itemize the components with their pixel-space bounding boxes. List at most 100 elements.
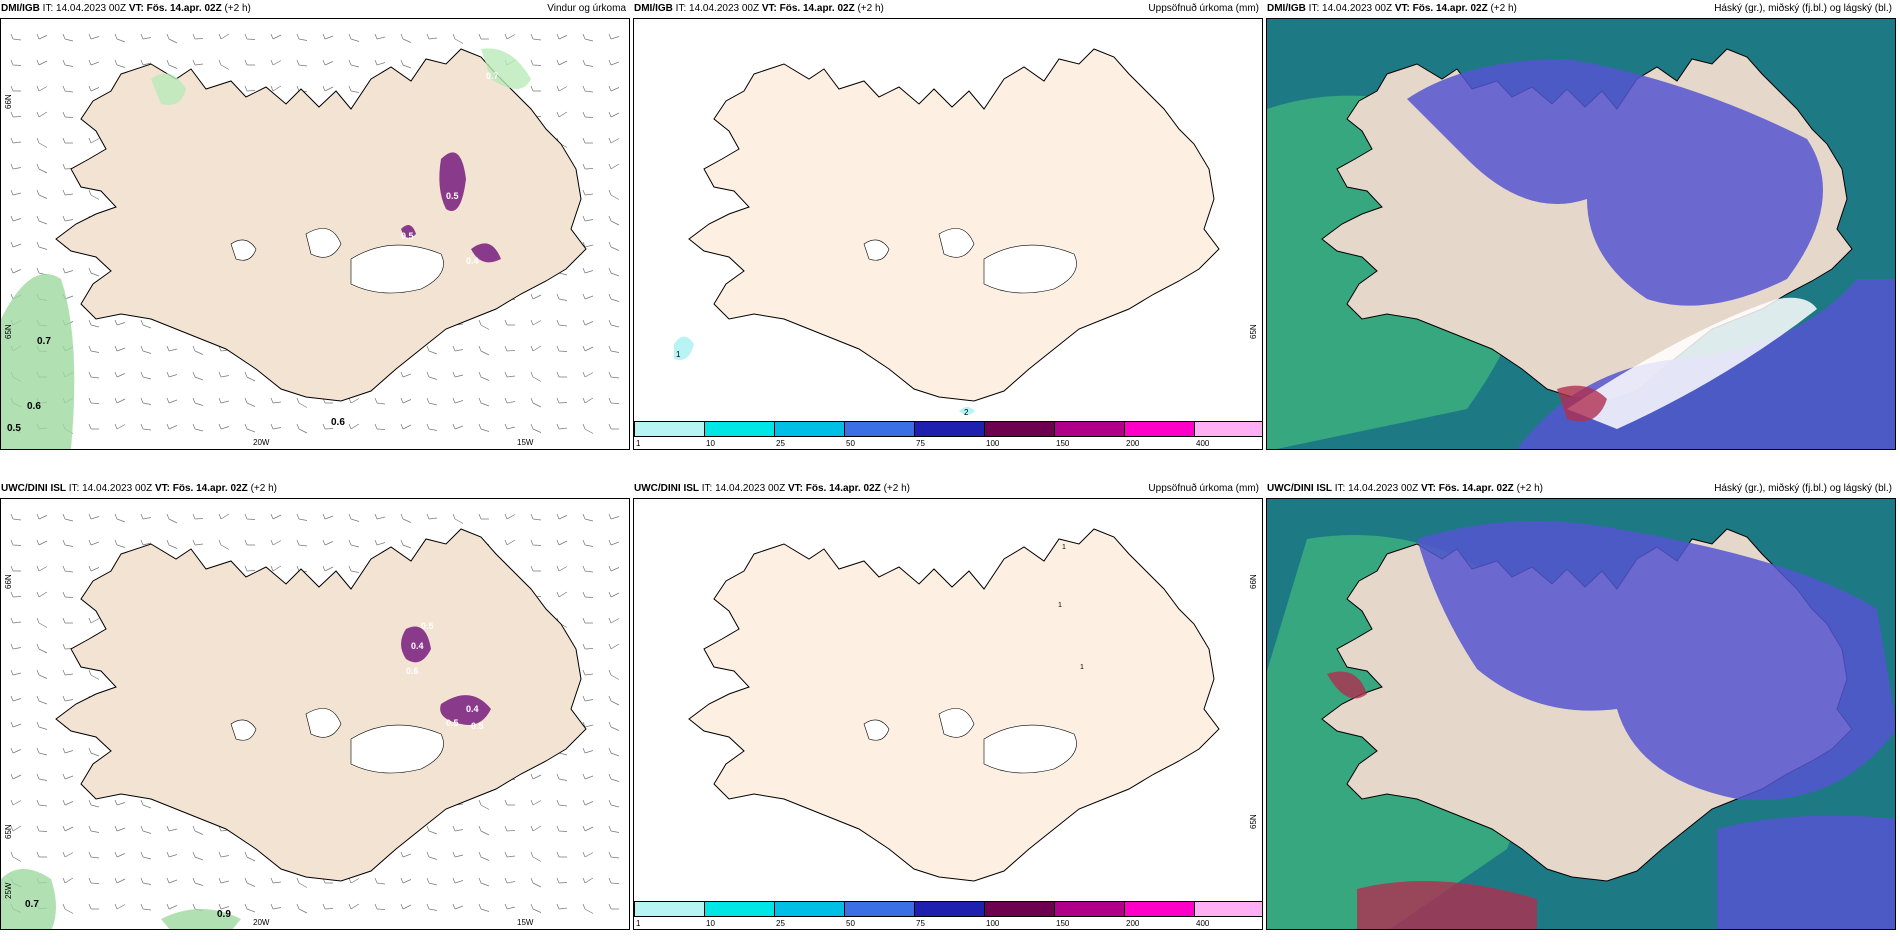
wind-barb [556,345,568,352]
wind-barb [166,59,178,69]
wind-barb [348,513,360,522]
wind-barb [348,85,360,93]
colorbar-cell [1124,901,1195,917]
init-time: 14.04.2023 00Z [1322,3,1393,14]
colorbar-tick: 25 [776,439,785,448]
wind-barb [140,903,152,911]
axis-label: 65N [4,324,13,339]
wind-barb [114,877,126,884]
wind-barb [166,877,178,884]
wind-barb [10,799,22,806]
red-cloud [1557,385,1607,422]
wind-barb [10,513,22,521]
wind-barb [244,371,256,382]
wind-barb [62,747,74,754]
wind-barb [36,851,47,858]
wind-barb [218,877,230,884]
wind-barb [452,33,464,44]
wind-barb [140,539,152,546]
wind-barb [88,669,100,680]
panel-title: Uppsöfnuð úrkoma (mm) [1148,483,1259,494]
wind-barb [270,85,282,92]
wind-barb [426,877,438,886]
wind-barb [88,319,100,328]
vt-label: VT: [154,483,170,494]
lead-time: (+2 h) [857,3,884,14]
panel-dmi-accum: DMI/IGB IT: 14.04.2023 00Z VT: Fös. 14.a… [633,0,1263,450]
wind-barb [166,397,178,404]
wind-barb [556,799,568,807]
map-frame: 20W 15W 66N 65N 25W 0.7 0.9 0.4 0.5 0.6 … [0,498,630,930]
colorbar-tick: 400 [1196,439,1210,448]
precip-label: 0.7 [25,899,39,910]
colorbar-cell [1054,901,1125,917]
wind-barb [504,371,516,378]
precip-value: 2 [964,408,969,417]
wind-barb [556,773,568,781]
wind-barb [10,851,22,862]
wind-barb [556,851,567,858]
valid-time: Fös. 14.apr. 02Z [805,483,881,494]
wind-barb [36,137,48,148]
wind-barb [582,721,594,728]
panel-dmi-wind: DMI/IGB IT: 14.04.2023 00Z VT: Fös. 14.a… [0,0,630,450]
wind-barb [192,345,204,355]
red-cloud [1357,881,1537,929]
high-cloud [1717,815,1895,929]
vt-label: VT: [761,3,777,14]
panel-title: Uppsöfnuð úrkoma (mm) [1148,3,1259,14]
precip-label: 0.7 [37,336,51,347]
panel-header: DMI/IGB IT: 14.04.2023 00Z VT: Fös. 14.a… [633,0,1263,18]
valid-time: Fös. 14.apr. 02Z [1412,3,1488,14]
wind-barb [296,539,308,547]
precip-purple-2 [440,695,491,725]
wind-barb [10,565,21,572]
wind-barb [556,85,568,92]
iceland-land [688,48,1220,402]
colorbar-cell [1124,421,1195,437]
wind-barb [608,111,620,118]
wind-barb [322,59,334,66]
wind-barb [400,851,412,858]
colorbar-cell [704,901,775,917]
it-label: IT: [675,3,687,14]
colorbar: 1 10 25 50 75 100 150 200 400 [634,419,1262,449]
wind-barb [88,877,100,884]
wind-barb [10,669,22,676]
wind-barb [374,539,386,546]
wind-barb [166,825,178,832]
wind-barb [582,773,594,780]
wind-barb [270,903,282,910]
wind-barb [114,513,126,523]
colorbar-tick: 50 [846,919,855,928]
wind-barb [556,293,568,301]
wind-barb [270,33,282,40]
wind-barb [140,877,152,885]
colorbar-tick: 25 [776,919,785,928]
wind-barb [36,85,48,92]
colorbar-tick: 100 [986,439,1000,448]
wind-barb [530,33,542,41]
wind-barb [244,85,256,92]
wind-barb [218,423,230,430]
model-name: DMI/IGB [1,3,40,14]
wind-barb [504,825,516,832]
wind-barb [582,293,594,300]
wind-barb [608,643,620,650]
green-precip-north [151,48,531,105]
wind-barb [114,345,126,352]
wind-barb [608,903,619,910]
wind-barb [244,59,255,66]
colorbar-cell [914,901,985,917]
precip-label: 0.4 [411,641,424,651]
wind-barb [192,59,204,66]
axis-label: 66N [4,574,13,589]
wind-barb [88,539,100,546]
wind-barb [374,877,386,885]
precip-value: 1 [1080,664,1084,671]
wind-barb [348,565,360,573]
wind-barb [400,539,412,549]
wind-barb [452,345,464,352]
wind-barb [36,215,48,225]
lead-time: (+2 h) [1490,3,1517,14]
